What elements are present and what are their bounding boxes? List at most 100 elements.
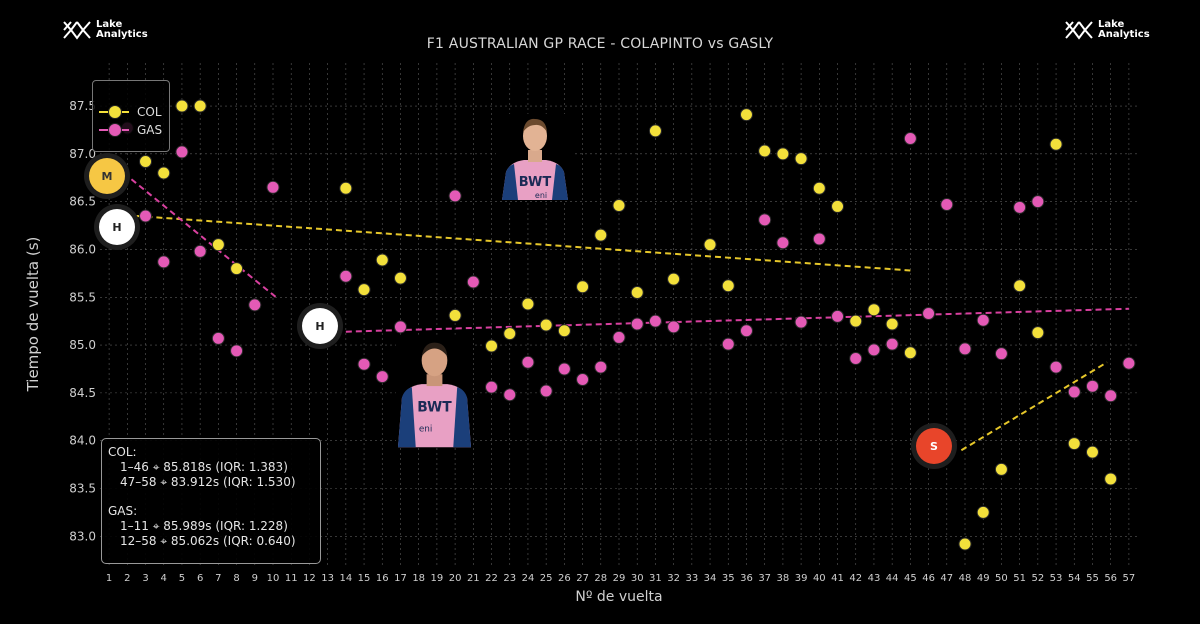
x-tick-label: 45	[904, 573, 917, 584]
tyre-medium-icon: M	[84, 153, 130, 199]
data-point-col	[576, 280, 590, 294]
x-tick-label: 26	[558, 573, 571, 584]
data-point-col	[193, 99, 207, 113]
data-point-gas	[448, 189, 462, 203]
data-point-gas	[1013, 200, 1027, 214]
x-tick-label: 50	[995, 573, 1008, 584]
x-tick-label: 15	[358, 573, 371, 584]
brand-line1: Lake	[1098, 19, 1125, 30]
stats-gas-stint2: 12–58 ⌖ 85.062s (IQR: 0.640)	[120, 534, 296, 548]
x-tick-label: 33	[685, 573, 698, 584]
data-point-gas	[557, 362, 571, 376]
x-tick-label: 53	[1050, 573, 1063, 584]
x-tick-label: 19	[431, 573, 444, 584]
data-point-gas	[1049, 360, 1063, 374]
data-point-col	[357, 283, 371, 297]
data-point-gas	[612, 330, 626, 344]
data-point-col	[703, 238, 717, 252]
data-point-col	[1049, 137, 1063, 151]
data-point-col	[903, 346, 917, 360]
brand-logo-left: Lake Analytics	[62, 18, 148, 42]
svg-text:eni: eni	[419, 424, 433, 434]
data-point-col	[139, 154, 153, 168]
data-point-gas	[248, 298, 262, 312]
x-tick-label: 40	[813, 573, 826, 584]
x-tick-label: 48	[959, 573, 972, 584]
trend-line-col	[960, 361, 1108, 452]
brand-mark-icon	[63, 21, 91, 40]
data-point-gas	[885, 337, 899, 351]
x-tick-label: 47	[940, 573, 953, 584]
data-point-col	[776, 147, 790, 161]
x-tick-label: 8	[233, 573, 239, 584]
data-point-gas	[776, 236, 790, 250]
tyre-compound-label: H	[302, 308, 338, 344]
data-point-col	[557, 324, 571, 338]
data-point-col	[812, 181, 826, 195]
data-point-col	[849, 314, 863, 328]
driver-photo-colapinto: BWT eni	[496, 114, 574, 200]
data-point-gas	[667, 320, 681, 334]
data-point-gas	[157, 255, 171, 269]
y-tick-label: 85.0	[69, 338, 96, 352]
x-tick-label: 44	[886, 573, 899, 584]
x-tick-label: 27	[576, 573, 589, 584]
data-point-col	[976, 505, 990, 519]
x-tick-label: 23	[503, 573, 516, 584]
y-tick-label: 87.5	[69, 99, 96, 113]
x-tick-label: 56	[1104, 573, 1117, 584]
data-point-col	[867, 303, 881, 317]
data-point-col	[885, 317, 899, 331]
data-point-col	[539, 318, 553, 332]
data-point-col	[375, 253, 389, 267]
data-point-gas	[521, 355, 535, 369]
svg-text:BWT: BWT	[417, 400, 452, 416]
tyre-hard-icon: H	[297, 303, 343, 349]
x-tick-label: 39	[795, 573, 808, 584]
x-tick-label: 36	[740, 573, 753, 584]
tyre-compound-label: S	[916, 428, 952, 464]
x-tick-label: 30	[631, 573, 644, 584]
data-point-gas	[867, 343, 881, 357]
data-point-col	[175, 99, 189, 113]
data-point-gas	[648, 314, 662, 328]
data-point-gas	[739, 324, 753, 338]
data-point-col	[393, 271, 407, 285]
x-tick-label: 10	[267, 573, 280, 584]
data-point-gas	[940, 198, 954, 212]
x-tick-label: 57	[1123, 573, 1136, 584]
data-point-col	[157, 166, 171, 180]
stats-col-stint2: 47–58 ⌖ 83.912s (IQR: 1.530)	[120, 475, 296, 489]
data-point-gas	[193, 244, 207, 258]
data-point-col	[339, 181, 353, 195]
x-tick-label: 9	[252, 573, 258, 584]
data-point-col	[648, 124, 662, 138]
brand-line1: Lake	[96, 19, 123, 30]
stats-box: COL: 1–46 ⌖ 85.818s (IQR: 1.383) 47–58 ⌖…	[101, 438, 321, 564]
data-point-col	[794, 152, 808, 166]
x-tick-label: 13	[321, 573, 334, 584]
data-point-gas	[175, 145, 189, 159]
data-point-gas	[230, 344, 244, 358]
data-point-gas	[903, 132, 917, 146]
stats-gas-header: GAS:	[108, 504, 138, 518]
data-point-gas	[794, 315, 808, 329]
x-tick-label: 28	[594, 573, 607, 584]
x-tick-label: 55	[1086, 573, 1099, 584]
x-tick-label: 38	[777, 573, 790, 584]
x-tick-label: 1	[106, 573, 112, 584]
chart-title: F1 AUSTRALIAN GP RACE - COLAPINTO vs GAS…	[426, 36, 774, 52]
data-point-col	[485, 339, 499, 353]
x-tick-label: 31	[649, 573, 662, 584]
data-point-col	[594, 228, 608, 242]
x-tick-label: 42	[849, 573, 862, 584]
x-tick-label: 4	[161, 573, 167, 584]
data-point-gas	[139, 209, 153, 223]
brand-line2: Analytics	[96, 29, 148, 40]
legend-item-gas: GAS	[99, 123, 162, 137]
x-tick-label: 16	[376, 573, 389, 584]
x-tick-label: 32	[667, 573, 680, 584]
data-point-gas	[1067, 385, 1081, 399]
brand-mark-icon	[1065, 21, 1093, 40]
data-point-gas	[812, 232, 826, 246]
